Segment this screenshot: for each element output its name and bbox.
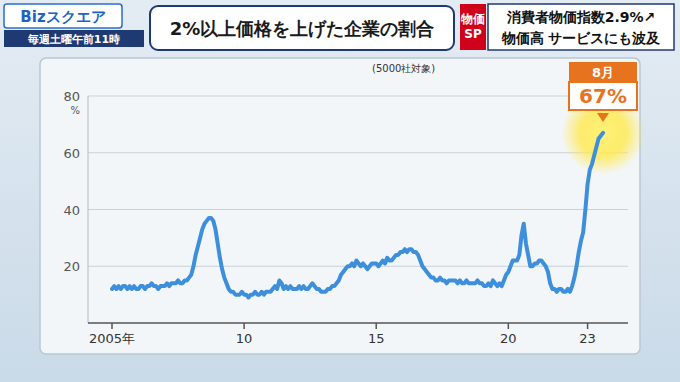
page: Bizスクエア毎週土曜午前11時 2%以上価格を上げた企業の割合 (5000社対象)… <box>0 0 680 382</box>
x-tick <box>587 323 589 329</box>
headline: 消費者物価指数2.9%↗ <box>506 9 656 25</box>
plot-area <box>112 133 603 298</box>
subtitle: (5000社対象) <box>372 63 435 74</box>
y-axis <box>88 96 89 323</box>
background <box>0 0 680 382</box>
annotation-head <box>569 62 637 82</box>
x-axis <box>88 322 628 324</box>
x-tick-label: 23 <box>579 331 596 346</box>
headline: 物価高 サービスにも波及 <box>501 30 662 46</box>
chart-svg: Bizスクエア毎週土曜午前11時 2%以上価格を上げた企業の割合 (5000社対象)… <box>0 0 680 382</box>
x-tick <box>375 323 377 329</box>
x-tick <box>508 323 510 329</box>
logo-box <box>4 4 122 28</box>
badge: 物価SP <box>460 4 486 50</box>
x-tick-label: 2005年 <box>89 331 135 346</box>
x-tick-label: 15 <box>368 331 385 346</box>
y-tick-label: 20 <box>63 259 80 274</box>
data-line <box>112 133 603 298</box>
annotation-month: 8月 <box>592 65 614 80</box>
title-box <box>150 6 454 50</box>
badge-box <box>460 4 486 50</box>
annotation-pointer <box>597 113 609 122</box>
y-tick-label: 40 <box>63 203 80 218</box>
x-tick-label: 10 <box>236 331 253 346</box>
y-unit: % <box>70 105 80 116</box>
schedule-box <box>4 30 144 47</box>
x-tick <box>111 323 113 329</box>
y-tick-label: 80 <box>63 89 80 104</box>
y-tick-label: 60 <box>63 146 80 161</box>
annotation-body <box>569 82 637 110</box>
board <box>40 58 640 354</box>
grid-line <box>88 96 628 97</box>
logo: Bizスクエア <box>20 8 105 26</box>
grid-line <box>88 152 628 153</box>
annotation-value: 67% <box>579 84 627 108</box>
grid-line <box>88 209 628 210</box>
headline-box <box>488 4 674 50</box>
title: 2%以上価格を上げた企業の割合 <box>170 18 435 39</box>
x-tick <box>243 323 245 329</box>
schedule: 毎週土曜午前11時 <box>27 33 120 46</box>
x-tick-label: 20 <box>500 331 517 346</box>
